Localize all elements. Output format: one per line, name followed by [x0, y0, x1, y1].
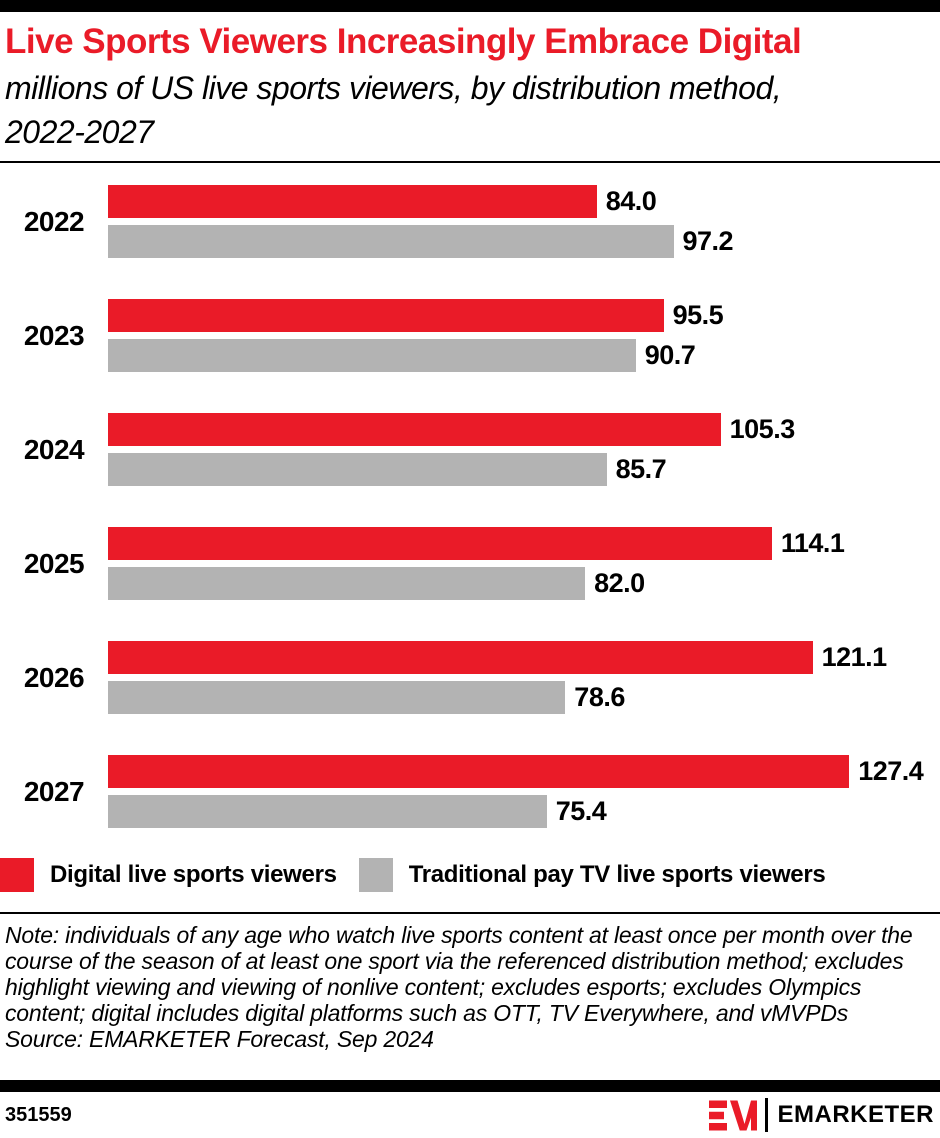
value-label: 121.1 [821, 642, 888, 672]
value-label: 97.2 [682, 226, 734, 256]
bar [108, 567, 586, 600]
legend-item-pay-tv: Traditional pay TV live sports viewers [358, 858, 826, 892]
note-text: Note: individuals of any age who watch l… [5, 922, 913, 1026]
value-label: 90.7 [644, 340, 696, 370]
bar [108, 185, 597, 218]
bar-chart: 2022 84.0 97.2 2023 95.5 [0, 163, 940, 828]
legend-label: Traditional pay TV live sports viewers [408, 861, 826, 888]
bar [108, 299, 664, 332]
bar-line: 97.2 [108, 225, 940, 258]
legend-label: Digital live sports viewers [50, 861, 337, 888]
footer-row: 351559 EMARKETER [0, 1092, 940, 1138]
bar-group: 105.3 85.7 [108, 413, 940, 486]
bar-line: 127.4 [108, 755, 940, 788]
brand-lockup: EMARKETER [709, 1098, 934, 1132]
chart-id: 351559 [5, 1103, 72, 1126]
bar [108, 453, 607, 486]
bar [108, 339, 636, 372]
bar-line: 78.6 [108, 681, 940, 714]
chart-subtitle: millions of US live sports viewers, by d… [5, 70, 782, 150]
bar [108, 795, 547, 828]
legend: Digital live sports viewers Traditional … [0, 858, 940, 892]
year-label: 2024 [23, 433, 85, 465]
bar-line: 90.7 [108, 339, 940, 372]
bar-line: 75.4 [108, 795, 940, 828]
bar-line: 121.1 [108, 641, 940, 674]
chart-title: Live Sports Viewers Increasingly Embrace… [5, 22, 802, 61]
emarketer-em-logo-icon [709, 1100, 758, 1130]
chart-row: 2027 127.4 75.4 [0, 755, 940, 828]
bar-line: 114.1 [108, 527, 940, 560]
bar [108, 681, 566, 714]
year-label: 2025 [23, 547, 85, 579]
bar-group: 114.1 82.0 [108, 527, 940, 600]
value-label: 75.4 [555, 796, 607, 826]
chart-header: Live Sports Viewers Increasingly Embrace… [0, 12, 940, 154]
header-divider [0, 161, 940, 163]
source-text: Source: EMARKETER Forecast, Sep 2024 [5, 1026, 434, 1052]
legend-swatch [0, 858, 34, 892]
bar [108, 755, 850, 788]
value-label: 85.7 [615, 454, 667, 484]
chart-row: 2024 105.3 85.7 [0, 413, 940, 486]
bar-line: 105.3 [108, 413, 940, 446]
bar [108, 641, 813, 674]
value-label: 114.1 [780, 528, 845, 558]
year-label: 2026 [23, 661, 85, 693]
year-label: 2022 [23, 205, 85, 237]
year-label: 2027 [23, 775, 85, 807]
bar-line: 84.0 [108, 185, 940, 218]
legend-item-digital: Digital live sports viewers [0, 858, 337, 892]
footnote-divider [0, 912, 940, 914]
brand-separator [765, 1098, 769, 1132]
legend-swatch [358, 858, 393, 892]
bar-group: 121.1 78.6 [108, 641, 940, 714]
top-black-bar [0, 0, 940, 12]
chart-row: 2022 84.0 97.2 [0, 185, 940, 258]
value-label: 127.4 [858, 756, 924, 786]
chart-row: 2025 114.1 82.0 [0, 527, 940, 600]
bar [108, 225, 674, 258]
bar-group: 84.0 97.2 [108, 185, 940, 258]
bar [108, 413, 721, 446]
value-label: 78.6 [574, 682, 625, 712]
brand-wordmark: EMARKETER [777, 1101, 934, 1128]
bar-line: 85.7 [108, 453, 940, 486]
chart-row: 2026 121.1 78.6 [0, 641, 940, 714]
bar-group: 95.5 90.7 [108, 299, 940, 372]
value-label: 95.5 [672, 300, 724, 330]
footnotes: Note: individuals of any age who watch l… [0, 914, 940, 1052]
value-label: 82.0 [594, 568, 645, 598]
value-label: 84.0 [605, 186, 657, 216]
year-label: 2023 [23, 319, 85, 351]
bar-group: 127.4 75.4 [108, 755, 940, 828]
bar-line: 82.0 [108, 567, 940, 600]
value-label: 105.3 [729, 414, 796, 444]
chart-row: 2023 95.5 90.7 [0, 299, 940, 372]
bottom-black-bar [0, 1080, 940, 1092]
bar [108, 527, 772, 560]
bar-line: 95.5 [108, 299, 940, 332]
